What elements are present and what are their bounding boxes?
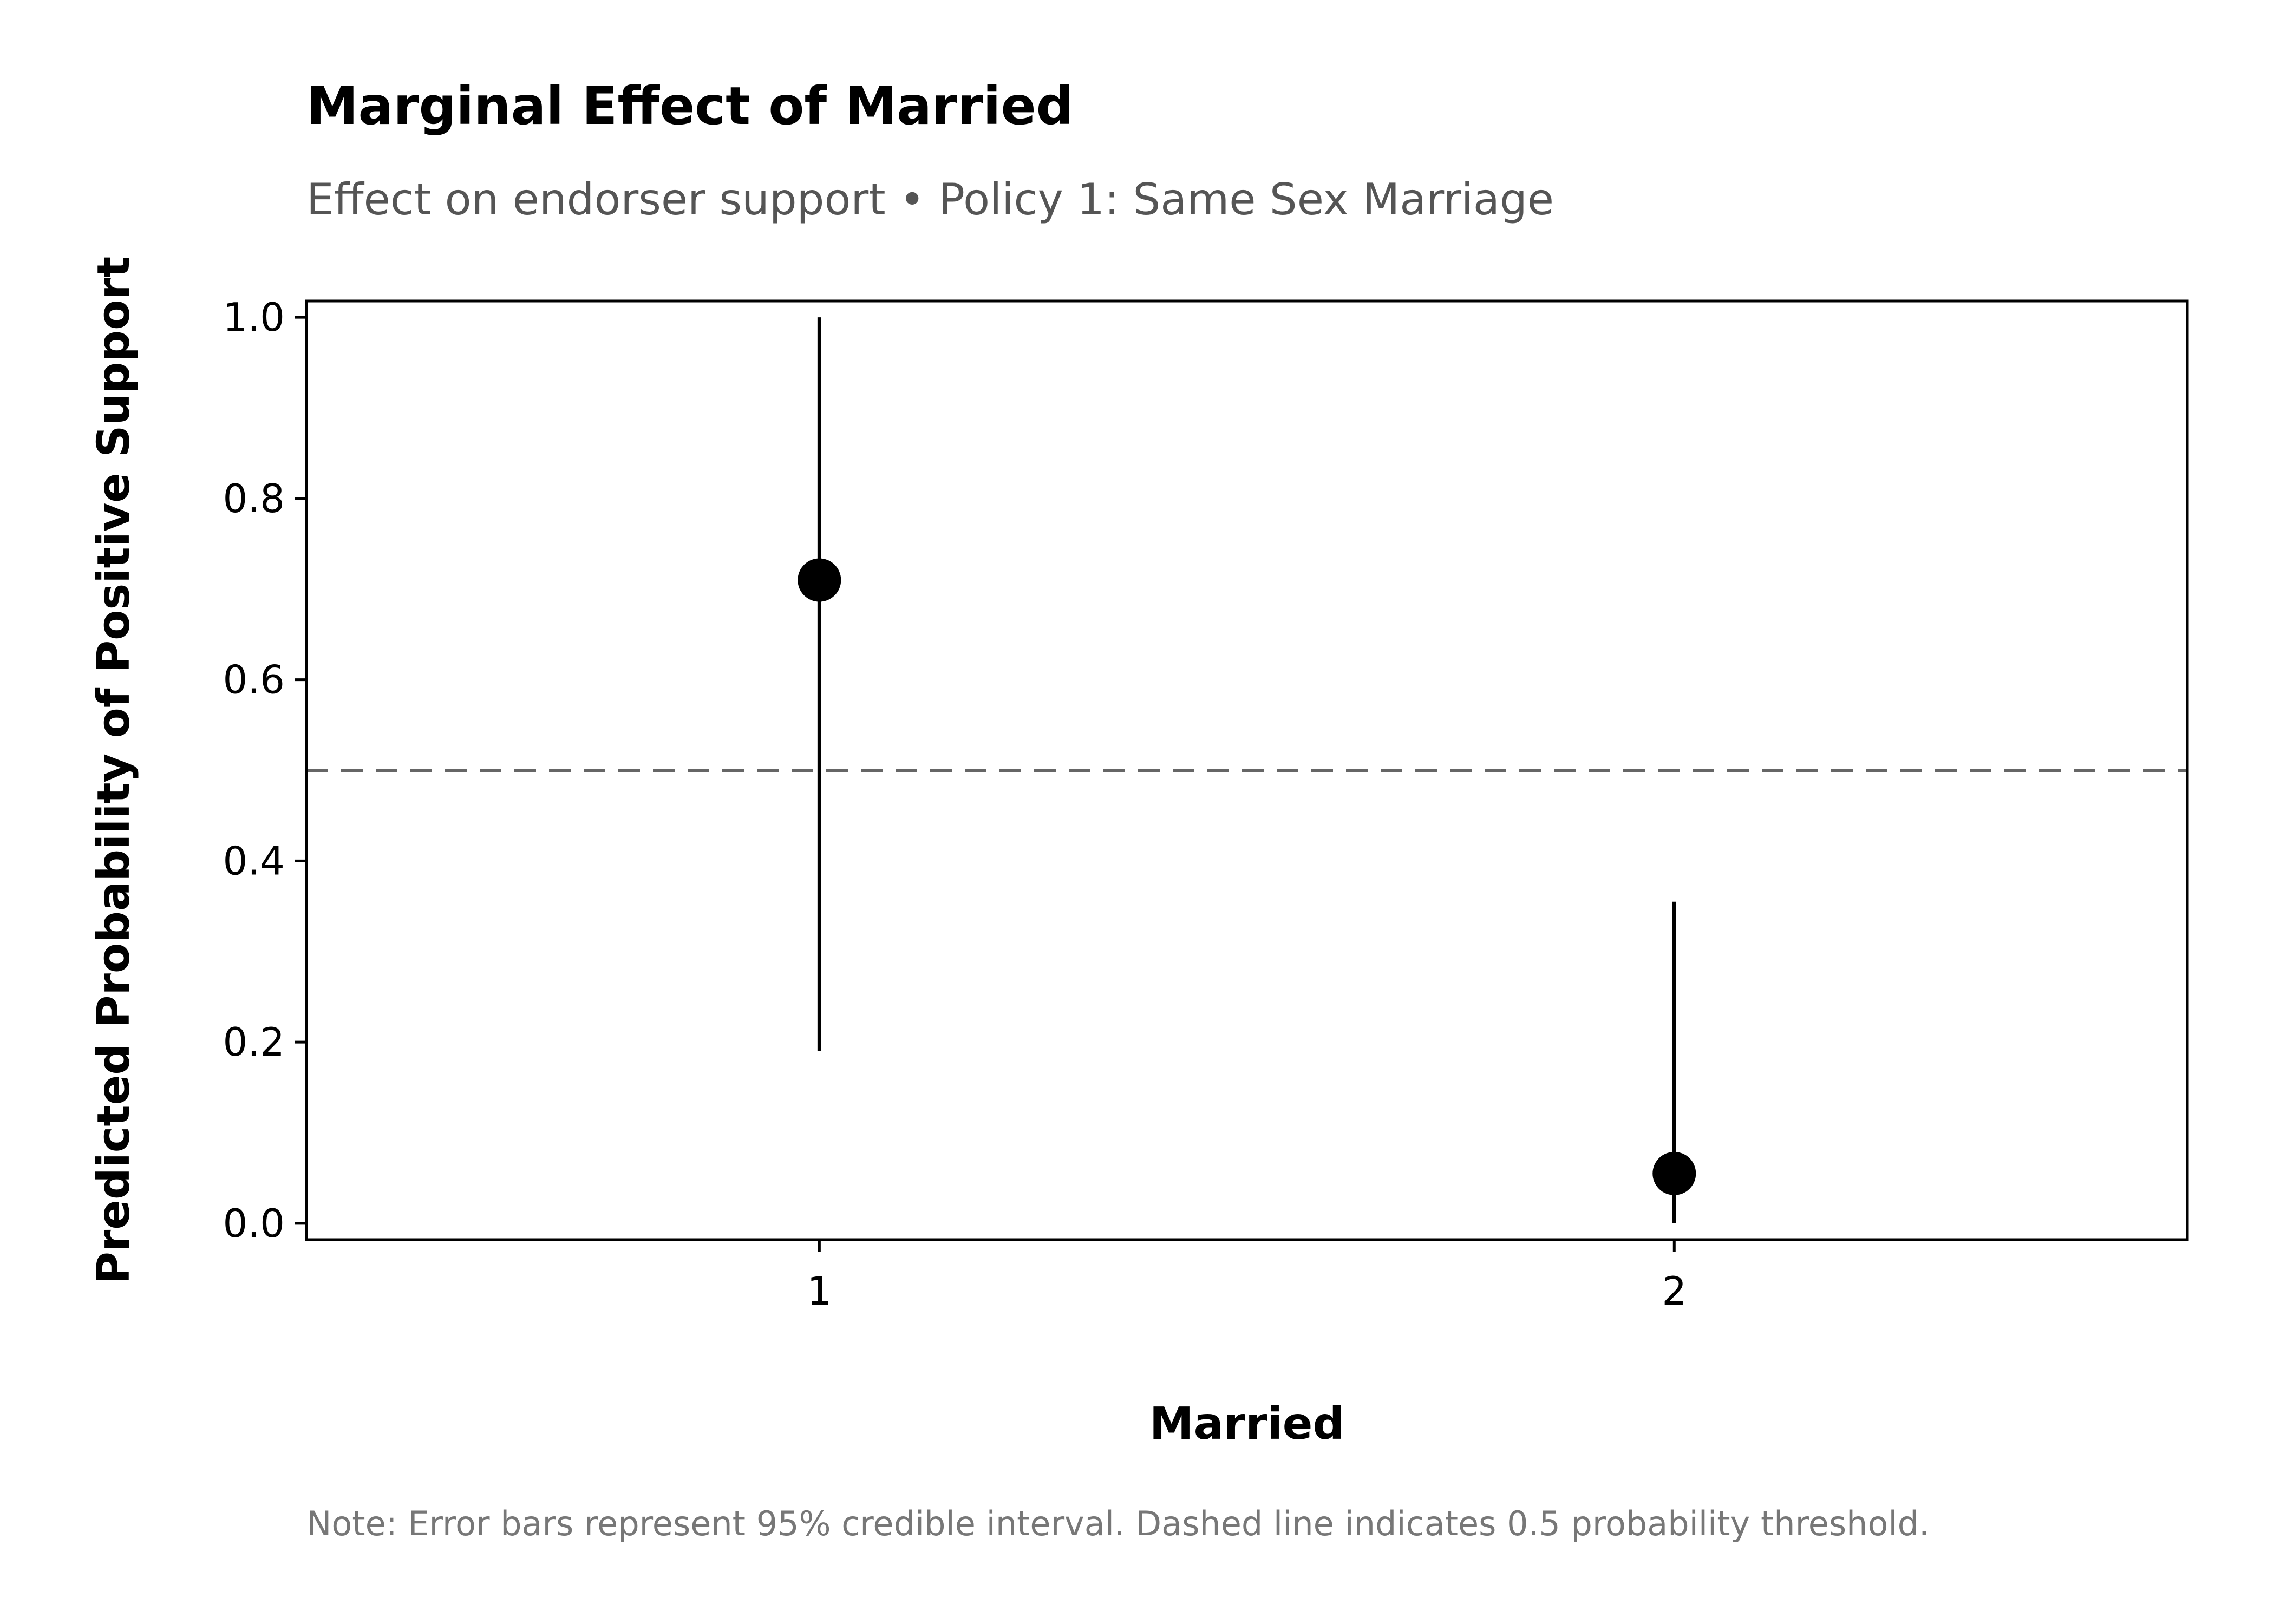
x-tick-label: 2 (1662, 1268, 1687, 1314)
chart-note: Note: Error bars represent 95% credible … (306, 1504, 1930, 1543)
chart-subtitle: Effect on endorser support • Policy 1: S… (306, 174, 1554, 225)
y-tick-label: 0.6 (223, 657, 285, 703)
y-tick-label: 0.0 (223, 1201, 285, 1246)
data-point (1652, 1151, 1696, 1195)
data-points (798, 558, 1696, 1195)
chart-title: Marginal Effect of Married (306, 76, 1074, 136)
data-point (798, 558, 841, 602)
y-tick-label: 0.2 (223, 1019, 285, 1065)
y-axis-ticks: 0.0 0.2 0.4 0.6 0.8 1.0 (223, 294, 306, 1246)
y-tick-label: 1.0 (223, 294, 285, 340)
y-tick-label: 0.4 (223, 838, 285, 883)
y-tick-label: 0.8 (223, 476, 285, 521)
plot-frame (305, 299, 2189, 1241)
x-axis-label: Married (1149, 1398, 1344, 1450)
y-axis-label: Predicted Probability of Positive Suppor… (88, 257, 140, 1284)
x-tick-label: 1 (807, 1268, 832, 1314)
